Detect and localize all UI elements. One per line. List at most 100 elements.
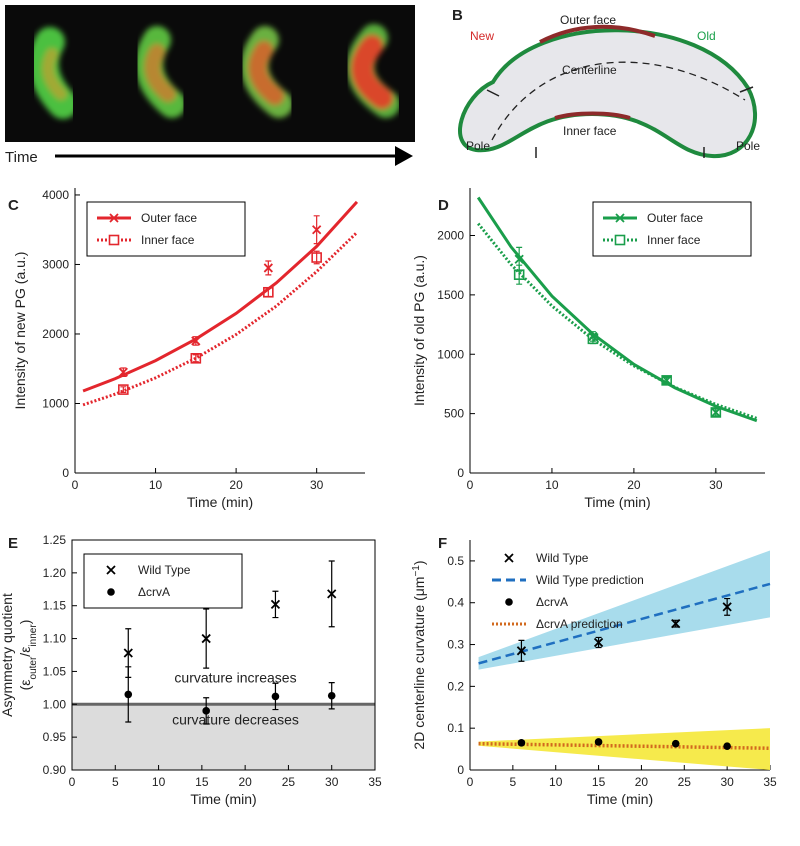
y-tick-label: 0.5 [447, 554, 464, 568]
x-tick-label: 0 [72, 478, 79, 492]
error-bar [663, 376, 670, 384]
y-tick-label: 0.90 [43, 763, 67, 777]
time-label: Time [5, 149, 38, 166]
panel-letter: B [452, 7, 463, 24]
panel-letter: D [438, 197, 449, 214]
x-tick-label: 0 [467, 478, 474, 492]
marker [263, 263, 273, 273]
y-tick-label: 0.2 [447, 679, 464, 693]
legend-marker [615, 213, 625, 223]
prediction-line [478, 582, 771, 665]
legend-label: Inner face [647, 233, 701, 247]
x-tick-label: 20 [238, 775, 252, 789]
marker [327, 589, 337, 599]
marker [671, 739, 680, 748]
y-tick-label: 1000 [437, 347, 464, 361]
label-centerline: Centerline [562, 63, 617, 77]
label-pole: Pole [466, 139, 490, 153]
marker [723, 742, 731, 750]
y-tick-label: 0 [62, 466, 69, 480]
label-pole: Pole [736, 139, 760, 153]
y-axis-label-part: −1 [411, 565, 422, 577]
x-tick-label: 0 [69, 775, 76, 789]
marker [311, 252, 322, 263]
y-tick-label: 1.00 [43, 697, 67, 711]
legend: Wild Type Wild Type prediction ΔcrvA ΔcrvA … [492, 551, 644, 631]
legend-label: Wild Type [536, 551, 589, 565]
x-tick-label: 25 [678, 775, 692, 789]
label-inner-face: Inner face [563, 124, 617, 138]
legend-symbol [504, 553, 514, 563]
marker [513, 269, 525, 280]
x-tick-label: 0 [467, 775, 474, 789]
marker [661, 375, 672, 386]
legend-label: Outer face [141, 211, 197, 225]
marker [514, 254, 524, 264]
plot-frame [71, 539, 376, 771]
y-tick-label: 0.1 [447, 721, 464, 735]
legend-symbol [505, 598, 513, 606]
error-bar [192, 354, 199, 363]
legend-symbol [108, 234, 120, 246]
legend-marker [109, 213, 119, 223]
x-axis-label: Time (min) [584, 494, 650, 510]
marker [118, 367, 128, 377]
cell-schematic [458, 24, 758, 159]
x-tick-label: 35 [368, 775, 382, 789]
panel-letter: E [8, 535, 18, 552]
legend-frame [86, 201, 246, 257]
legend-frame [83, 553, 243, 609]
y-tick-label: 2000 [437, 229, 464, 243]
y-tick-label: 0 [457, 466, 464, 480]
legend-label: Wild Type [138, 563, 191, 577]
microscopy-strip [5, 5, 415, 142]
y-axis-label: Asymmetry quotient [0, 593, 15, 717]
y-tick-label: 1.15 [43, 599, 67, 613]
x-axis-label: Time (min) [587, 791, 653, 807]
annotation: curvature decreases [172, 711, 299, 727]
marker [516, 646, 527, 656]
legend-label: ΔcrvA [536, 595, 568, 609]
x-tick-label: 15 [592, 775, 606, 789]
legend: Outer face Inner face [592, 201, 752, 257]
marker [201, 633, 211, 644]
marker [271, 692, 280, 701]
y-tick-label: 1.10 [43, 632, 67, 646]
y-tick-label: 0.95 [43, 730, 67, 744]
legend-frame [592, 201, 752, 257]
x-tick-label: 10 [152, 775, 166, 789]
error-bar [516, 264, 523, 285]
marker [191, 336, 201, 346]
marker [710, 407, 722, 418]
marker [124, 690, 133, 699]
x-tick-label: 30 [709, 478, 723, 492]
y-tick-label: 1.05 [43, 664, 67, 678]
x-axis-label: Time (min) [190, 791, 256, 807]
x-tick-label: 5 [112, 775, 119, 789]
x-tick-label: 30 [310, 478, 324, 492]
marker [671, 618, 681, 629]
legend-symbol [614, 234, 626, 246]
fit-line [82, 200, 359, 393]
y-axis-label-part: ) [411, 560, 427, 565]
legend-label: ΔcrvA prediction [536, 617, 623, 631]
y-tick-label: 4000 [42, 188, 69, 202]
legend-marker [107, 588, 115, 596]
x-tick-label: 30 [325, 775, 339, 789]
x-tick-label: 10 [149, 478, 163, 492]
y-tick-label: 500 [444, 407, 464, 421]
label-new: New [470, 29, 494, 43]
y-tick-label: 1.20 [43, 566, 67, 580]
x-tick-label: 10 [545, 478, 559, 492]
marker [312, 225, 322, 235]
legend-label: Wild Type prediction [536, 573, 644, 587]
x-axis-label: Time (min) [187, 494, 253, 510]
marker [722, 602, 732, 612]
x-tick-label: 25 [282, 775, 296, 789]
y-axis-label-part: (ε [17, 679, 33, 690]
annotation: curvature increases [174, 669, 296, 685]
marker [517, 739, 526, 747]
prediction-line [478, 741, 771, 751]
y-axis-label-part: inner [28, 624, 39, 647]
